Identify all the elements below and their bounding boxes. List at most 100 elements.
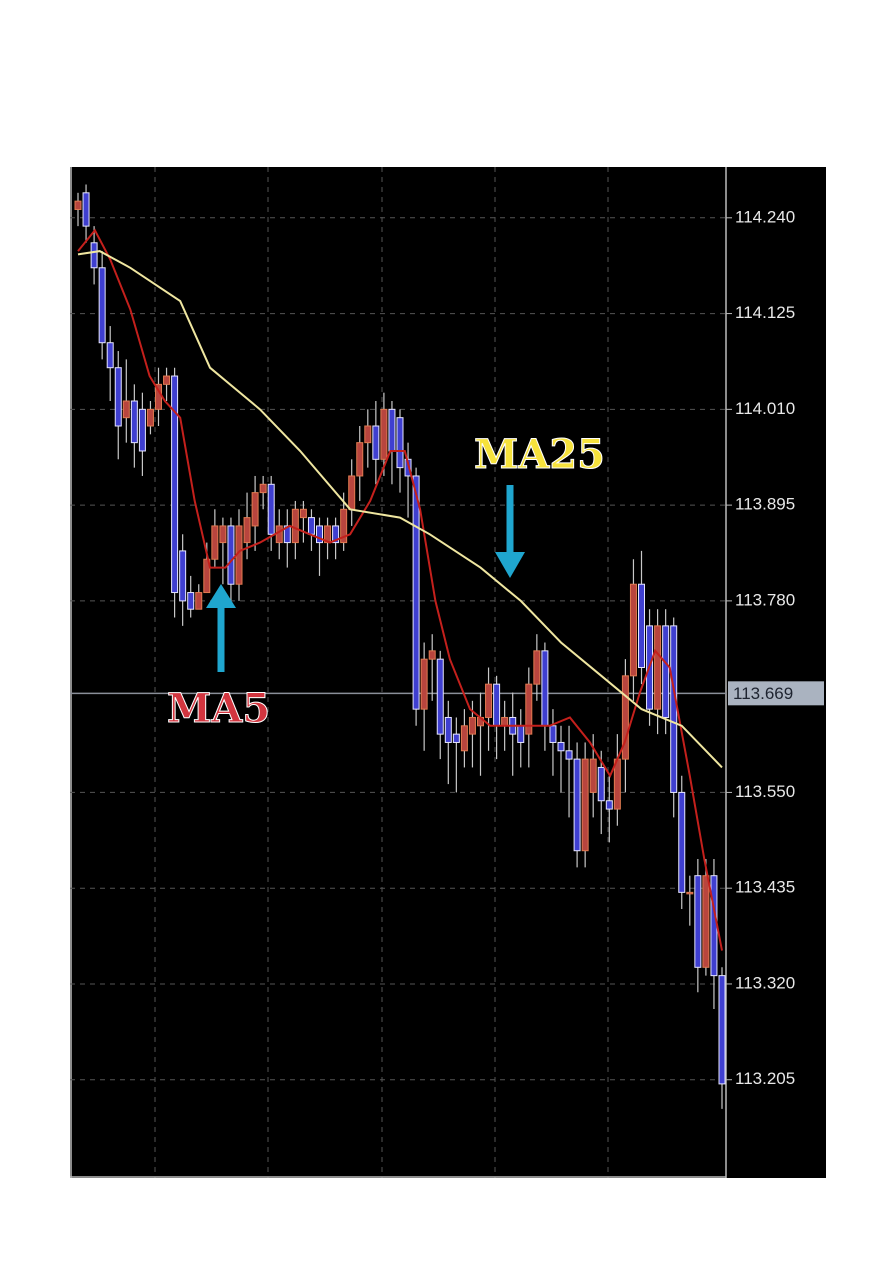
bull-candle: [243, 517, 251, 544]
chart-background: [70, 167, 826, 1178]
bear-candle: [316, 525, 323, 544]
bear-candle: [106, 342, 114, 369]
y-tick-label: 114.125: [735, 303, 795, 322]
bull-candle: [702, 875, 710, 968]
y-tick-label: 113.550: [735, 782, 795, 801]
bull-candle: [122, 400, 130, 419]
annotation: MA5: [167, 685, 270, 732]
bull-candle: [468, 716, 476, 735]
bull-candle: [533, 650, 541, 685]
bear-candle: [565, 750, 573, 760]
bear-candle: [227, 525, 235, 585]
bull-candle: [485, 683, 493, 718]
bear-candle: [597, 766, 605, 802]
bear-candle: [171, 375, 179, 594]
bear-candle: [517, 725, 525, 743]
bull-candle: [581, 758, 589, 852]
bear-candle: [541, 650, 549, 727]
candles: [74, 184, 726, 1109]
current-price-box: [728, 681, 824, 706]
bear-candle: [638, 583, 645, 669]
bear-candle: [444, 716, 452, 743]
bear-candle: [694, 875, 702, 968]
bear-candle: [412, 475, 420, 710]
time-grid: [154, 167, 609, 1178]
bear-candle: [605, 800, 613, 810]
bull-candle: [525, 683, 533, 735]
bear-candle: [179, 550, 187, 602]
bear-candle: [718, 975, 726, 1085]
bull-candle: [259, 483, 267, 494]
bull-candle: [686, 891, 694, 895]
y-tick-label: 113.205: [735, 1069, 795, 1088]
bear-candle: [138, 408, 146, 452]
bear-candle: [114, 367, 122, 427]
y-tick-label: 113.435: [735, 878, 795, 897]
bear-candle: [549, 725, 557, 743]
bear-candle: [388, 408, 396, 452]
bear-candle: [267, 483, 275, 535]
bear-candle: [372, 425, 380, 460]
bull-candle: [420, 658, 428, 710]
bull-candle: [251, 492, 259, 527]
bear-candle: [396, 417, 404, 469]
y-tick-label: 114.240: [735, 207, 795, 226]
bull-candle: [146, 408, 154, 427]
bear-candle: [98, 267, 106, 344]
bull-candle: [380, 408, 388, 460]
annotation: MA25: [474, 431, 605, 478]
annotations: MA5 MA25: [167, 431, 606, 733]
bull-candle: [348, 475, 356, 510]
bull-candle: [203, 558, 211, 594]
bear-candle: [493, 683, 501, 727]
bull-candle: [501, 716, 509, 727]
bear-candle: [557, 741, 565, 752]
bull-candle: [629, 583, 637, 677]
moving-average-line: [77, 250, 723, 769]
bear-candle: [452, 733, 460, 743]
current-price-label: 113.669: [733, 684, 793, 703]
bull-candle: [356, 442, 364, 477]
bear-candle: [573, 758, 581, 852]
bear-candle: [404, 458, 412, 477]
bear-candle: [90, 242, 98, 269]
y-tick-label: 113.895: [735, 495, 795, 514]
bear-candle: [670, 625, 678, 793]
bear-candle: [678, 791, 686, 893]
bull-candle: [621, 675, 629, 760]
bear-candle: [187, 592, 195, 610]
y-tick-label: 113.320: [735, 973, 795, 992]
y-tick-label: 114.010: [735, 399, 795, 418]
bull-candle: [589, 758, 597, 793]
price-axis: 114.240 114.125 114.010 113.895 113.780 113.5…: [726, 207, 824, 1088]
y-tick-label: 113.780: [735, 590, 795, 609]
bull-candle: [428, 650, 436, 660]
grid: [70, 217, 726, 1081]
bear-candle: [662, 625, 670, 718]
bull-candle: [654, 625, 662, 710]
bull-candle: [275, 525, 283, 544]
bull-candle: [299, 508, 307, 519]
ma25-arrow: [495, 485, 525, 578]
bear-candle: [332, 525, 340, 544]
moving-average-line: [77, 228, 723, 951]
bull-candle: [219, 525, 227, 544]
bull-candle: [291, 508, 299, 544]
bull-candle: [74, 200, 82, 210]
bear-candle: [307, 517, 315, 535]
ma5-arrow: [206, 584, 236, 672]
bear-candle: [283, 525, 291, 544]
bull-candle: [460, 725, 468, 752]
bull-candle: [613, 758, 621, 810]
bear-candle: [710, 875, 718, 977]
bull-candle: [211, 525, 219, 560]
bear-candle: [82, 192, 90, 227]
bull-candle: [364, 425, 372, 444]
bull-candle: [340, 508, 348, 544]
moving-averages: [77, 228, 723, 951]
bear-candle: [130, 400, 138, 444]
bear-candle: [436, 658, 444, 735]
bull-candle: [195, 592, 203, 610]
